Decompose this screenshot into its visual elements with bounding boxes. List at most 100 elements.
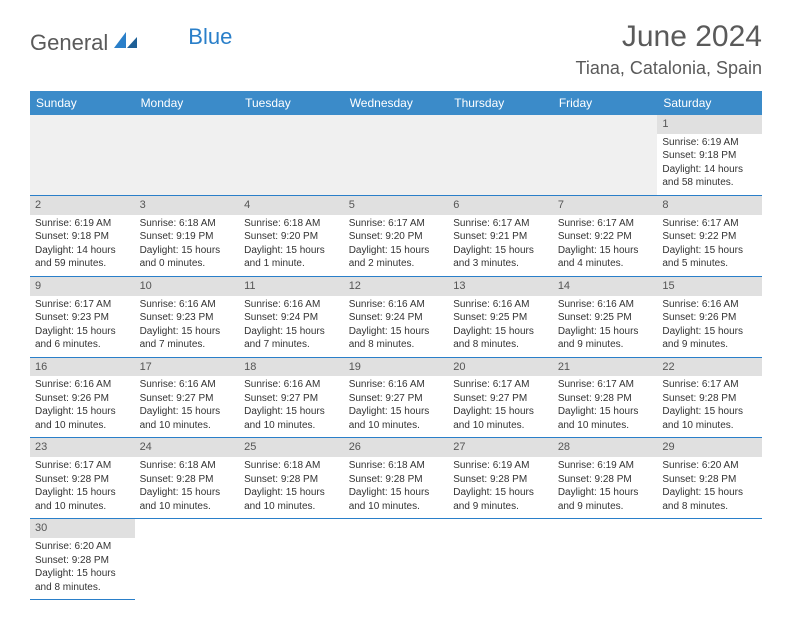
day-body: Sunrise: 6:17 AMSunset: 9:22 PMDaylight:…	[657, 215, 762, 276]
day-body: Sunrise: 6:18 AMSunset: 9:28 PMDaylight:…	[135, 457, 240, 518]
sunrise-text: Sunrise: 6:20 AM	[662, 459, 757, 473]
daylight-text: Daylight: 15 hours and 8 minutes.	[662, 486, 757, 513]
calendar-day: 3Sunrise: 6:18 AMSunset: 9:19 PMDaylight…	[135, 195, 240, 276]
calendar-day: 16Sunrise: 6:16 AMSunset: 9:26 PMDayligh…	[30, 357, 135, 438]
calendar-day: 25Sunrise: 6:18 AMSunset: 9:28 PMDayligh…	[239, 438, 344, 519]
day-number: 4	[239, 196, 344, 215]
day-body: Sunrise: 6:17 AMSunset: 9:23 PMDaylight:…	[30, 296, 135, 357]
calendar-day: 11Sunrise: 6:16 AMSunset: 9:24 PMDayligh…	[239, 276, 344, 357]
sunrise-text: Sunrise: 6:16 AM	[140, 378, 235, 392]
daylight-text: Daylight: 15 hours and 10 minutes.	[35, 486, 130, 513]
daylight-text: Daylight: 15 hours and 8 minutes.	[35, 567, 130, 594]
sunrise-text: Sunrise: 6:17 AM	[558, 217, 653, 231]
day-body: Sunrise: 6:16 AMSunset: 9:23 PMDaylight:…	[135, 296, 240, 357]
sunrise-text: Sunrise: 6:20 AM	[35, 540, 130, 554]
sunset-text: Sunset: 9:24 PM	[349, 311, 444, 325]
sunset-text: Sunset: 9:27 PM	[244, 392, 339, 406]
sunset-text: Sunset: 9:28 PM	[349, 473, 444, 487]
calendar-empty	[239, 115, 344, 195]
calendar-day: 1Sunrise: 6:19 AMSunset: 9:18 PMDaylight…	[657, 115, 762, 195]
sunset-text: Sunset: 9:28 PM	[558, 473, 653, 487]
sunrise-text: Sunrise: 6:17 AM	[558, 378, 653, 392]
sunset-text: Sunset: 9:18 PM	[662, 149, 757, 163]
day-number: 25	[239, 438, 344, 457]
sunset-text: Sunset: 9:23 PM	[140, 311, 235, 325]
calendar-day: 20Sunrise: 6:17 AMSunset: 9:27 PMDayligh…	[448, 357, 553, 438]
sunset-text: Sunset: 9:28 PM	[244, 473, 339, 487]
daylight-text: Daylight: 15 hours and 9 minutes.	[662, 325, 757, 352]
day-number: 30	[30, 519, 135, 538]
sunrise-text: Sunrise: 6:16 AM	[244, 378, 339, 392]
calendar-day: 17Sunrise: 6:16 AMSunset: 9:27 PMDayligh…	[135, 357, 240, 438]
sunrise-text: Sunrise: 6:17 AM	[35, 459, 130, 473]
sunset-text: Sunset: 9:25 PM	[453, 311, 548, 325]
calendar-day: 9Sunrise: 6:17 AMSunset: 9:23 PMDaylight…	[30, 276, 135, 357]
calendar-day: 13Sunrise: 6:16 AMSunset: 9:25 PMDayligh…	[448, 276, 553, 357]
day-body: Sunrise: 6:19 AMSunset: 9:18 PMDaylight:…	[30, 215, 135, 276]
sunset-text: Sunset: 9:28 PM	[662, 392, 757, 406]
day-body: Sunrise: 6:16 AMSunset: 9:24 PMDaylight:…	[239, 296, 344, 357]
sunrise-text: Sunrise: 6:19 AM	[453, 459, 548, 473]
sunset-text: Sunset: 9:28 PM	[140, 473, 235, 487]
day-number: 21	[553, 358, 658, 377]
day-body: Sunrise: 6:18 AMSunset: 9:28 PMDaylight:…	[344, 457, 449, 518]
sunrise-text: Sunrise: 6:19 AM	[35, 217, 130, 231]
day-body: Sunrise: 6:20 AMSunset: 9:28 PMDaylight:…	[30, 538, 135, 599]
sunset-text: Sunset: 9:25 PM	[558, 311, 653, 325]
calendar-empty	[448, 115, 553, 195]
day-number: 17	[135, 358, 240, 377]
sunset-text: Sunset: 9:21 PM	[453, 230, 548, 244]
sunrise-text: Sunrise: 6:17 AM	[453, 217, 548, 231]
sunset-text: Sunset: 9:27 PM	[453, 392, 548, 406]
daylight-text: Daylight: 15 hours and 10 minutes.	[140, 486, 235, 513]
day-body: Sunrise: 6:19 AMSunset: 9:28 PMDaylight:…	[553, 457, 658, 518]
day-number: 27	[448, 438, 553, 457]
day-number: 15	[657, 277, 762, 296]
daylight-text: Daylight: 15 hours and 10 minutes.	[349, 486, 444, 513]
calendar-empty	[657, 519, 762, 600]
day-header: Thursday	[448, 91, 553, 115]
sunrise-text: Sunrise: 6:17 AM	[453, 378, 548, 392]
sunrise-text: Sunrise: 6:16 AM	[140, 298, 235, 312]
calendar-day: 18Sunrise: 6:16 AMSunset: 9:27 PMDayligh…	[239, 357, 344, 438]
calendar-day: 24Sunrise: 6:18 AMSunset: 9:28 PMDayligh…	[135, 438, 240, 519]
calendar-day: 22Sunrise: 6:17 AMSunset: 9:28 PMDayligh…	[657, 357, 762, 438]
sunset-text: Sunset: 9:22 PM	[662, 230, 757, 244]
calendar-day: 15Sunrise: 6:16 AMSunset: 9:26 PMDayligh…	[657, 276, 762, 357]
sunrise-text: Sunrise: 6:16 AM	[35, 378, 130, 392]
day-header: Friday	[553, 91, 658, 115]
day-number: 9	[30, 277, 135, 296]
calendar-empty	[553, 519, 658, 600]
daylight-text: Daylight: 15 hours and 10 minutes.	[35, 405, 130, 432]
day-header: Tuesday	[239, 91, 344, 115]
calendar-day: 4Sunrise: 6:18 AMSunset: 9:20 PMDaylight…	[239, 195, 344, 276]
day-body: Sunrise: 6:16 AMSunset: 9:27 PMDaylight:…	[344, 376, 449, 437]
sunrise-text: Sunrise: 6:17 AM	[349, 217, 444, 231]
day-number: 7	[553, 196, 658, 215]
day-body: Sunrise: 6:17 AMSunset: 9:22 PMDaylight:…	[553, 215, 658, 276]
daylight-text: Daylight: 15 hours and 10 minutes.	[244, 405, 339, 432]
day-number: 14	[553, 277, 658, 296]
day-number: 20	[448, 358, 553, 377]
calendar-week: 23Sunrise: 6:17 AMSunset: 9:28 PMDayligh…	[30, 438, 762, 519]
sunset-text: Sunset: 9:28 PM	[35, 473, 130, 487]
calendar-week: 9Sunrise: 6:17 AMSunset: 9:23 PMDaylight…	[30, 276, 762, 357]
day-body: Sunrise: 6:16 AMSunset: 9:27 PMDaylight:…	[239, 376, 344, 437]
day-body: Sunrise: 6:17 AMSunset: 9:28 PMDaylight:…	[30, 457, 135, 518]
day-body: Sunrise: 6:20 AMSunset: 9:28 PMDaylight:…	[657, 457, 762, 518]
day-body: Sunrise: 6:18 AMSunset: 9:28 PMDaylight:…	[239, 457, 344, 518]
sunrise-text: Sunrise: 6:18 AM	[244, 459, 339, 473]
sunrise-text: Sunrise: 6:19 AM	[558, 459, 653, 473]
calendar-empty	[30, 115, 135, 195]
month-title: June 2024	[576, 20, 762, 54]
calendar-empty	[344, 519, 449, 600]
day-body: Sunrise: 6:16 AMSunset: 9:25 PMDaylight:…	[448, 296, 553, 357]
day-body: Sunrise: 6:16 AMSunset: 9:26 PMDaylight:…	[30, 376, 135, 437]
sunrise-text: Sunrise: 6:18 AM	[244, 217, 339, 231]
day-body: Sunrise: 6:19 AMSunset: 9:18 PMDaylight:…	[657, 134, 762, 195]
day-body: Sunrise: 6:18 AMSunset: 9:19 PMDaylight:…	[135, 215, 240, 276]
day-header-row: SundayMondayTuesdayWednesdayThursdayFrid…	[30, 91, 762, 115]
calendar-empty	[448, 519, 553, 600]
calendar-day: 29Sunrise: 6:20 AMSunset: 9:28 PMDayligh…	[657, 438, 762, 519]
day-header: Wednesday	[344, 91, 449, 115]
